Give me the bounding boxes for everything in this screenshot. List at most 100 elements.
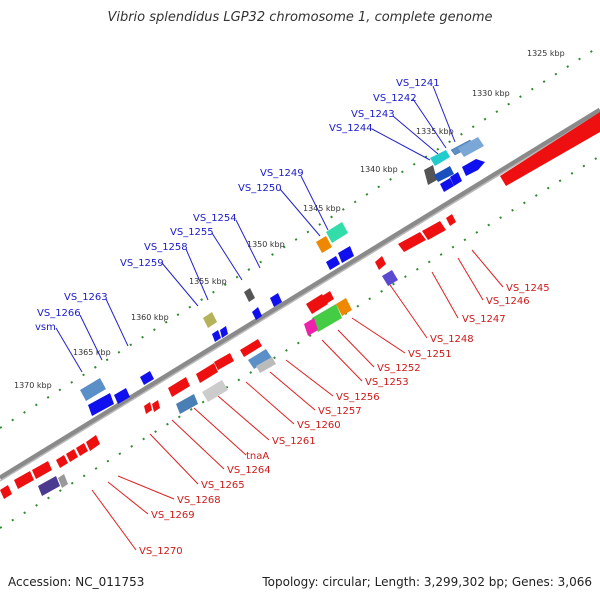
gene-reverse[interactable] [152, 400, 160, 412]
gene-forward[interactable] [440, 178, 454, 192]
gene-label-forward[interactable]: VS_1255 [170, 227, 214, 238]
gene-reverse[interactable] [398, 232, 426, 252]
reverse-genes [0, 112, 600, 499]
scale-tick-label: 1330 kbp [472, 89, 510, 98]
gene-reverse[interactable] [500, 112, 600, 186]
gene-forward[interactable] [450, 172, 462, 186]
scale-tick-labels: 1325 kbp 1330 kbp 1335 kbp 1340 kbp 1345… [14, 49, 565, 390]
leader-line [392, 115, 439, 155]
gene-label-reverse[interactable]: VS_1261 [272, 436, 316, 447]
gene-forward[interactable] [80, 378, 106, 401]
gene-reverse[interactable] [176, 394, 198, 414]
gene-forward[interactable] [88, 393, 114, 416]
gene-reverse[interactable] [0, 485, 12, 499]
gene-reverse[interactable] [422, 221, 446, 240]
gene-reverse[interactable] [446, 214, 456, 226]
gene-label-reverse[interactable]: tnaA [246, 451, 269, 462]
gene-reverse[interactable] [256, 357, 276, 373]
leader-line [91, 489, 137, 551]
gene-reverse[interactable] [14, 471, 34, 489]
leader-line [211, 232, 243, 281]
gene-label-reverse[interactable]: VS_1253 [365, 377, 409, 388]
gene-label-reverse[interactable]: VS_1247 [462, 314, 506, 325]
gene-forward[interactable] [458, 137, 484, 157]
leader-line [107, 481, 149, 515]
gene-label-forward[interactable]: VS_1263 [64, 292, 108, 303]
gene-forward[interactable] [114, 388, 130, 404]
gene-label-forward[interactable]: VS_1266 [37, 308, 81, 319]
gene-label-forward[interactable]: VS_1243 [351, 109, 395, 120]
gene-forward[interactable] [430, 150, 450, 166]
gene-label-reverse[interactable]: VS_1264 [227, 465, 271, 476]
gene-forward[interactable] [252, 307, 262, 320]
leader-line [171, 419, 225, 470]
gene-label-reverse[interactable]: VS_1246 [486, 296, 530, 307]
gene-reverse[interactable] [382, 270, 398, 286]
gene-label-forward[interactable]: VS_1241 [396, 78, 440, 89]
gene-label-forward[interactable]: VS_1249 [260, 168, 304, 179]
leader-line [79, 314, 103, 361]
gene-label-reverse[interactable]: VS_1269 [151, 510, 195, 521]
gene-label-reverse[interactable]: VS_1268 [177, 495, 221, 506]
gene-label-forward[interactable]: VS_1242 [373, 93, 417, 104]
gene-reverse[interactable] [304, 318, 318, 336]
gene-reverse[interactable] [38, 476, 60, 496]
gene-forward[interactable] [338, 246, 354, 263]
gene-label-reverse[interactable]: VS_1260 [297, 420, 341, 431]
gene-label-forward[interactable]: VS_1244 [329, 123, 373, 134]
gene-forward[interactable] [326, 222, 348, 243]
gene-label-forward[interactable]: VS_1254 [193, 213, 237, 224]
gene-reverse[interactable] [168, 377, 190, 397]
gene-label-reverse[interactable]: VS_1252 [377, 363, 421, 374]
gene-label-reverse[interactable]: VS_1256 [336, 392, 380, 403]
gene-label-reverse[interactable]: VS_1245 [506, 283, 550, 294]
gene-label-forward[interactable]: VS_1259 [120, 258, 164, 269]
gene-reverse[interactable] [144, 402, 152, 414]
gene-reverse[interactable] [58, 474, 68, 488]
gene-forward[interactable] [462, 159, 485, 176]
gene-reverse[interactable] [56, 455, 68, 468]
gene-label-forward[interactable]: vsm [35, 322, 56, 333]
gene-label-reverse[interactable]: VS_1265 [201, 480, 245, 491]
accession-label: Accession: NC_011753 [8, 575, 145, 589]
leader-line [279, 188, 321, 237]
scale-tick-label: 1365 kbp [73, 348, 111, 357]
gene-label-reverse[interactable]: VS_1251 [408, 349, 452, 360]
gene-forward[interactable] [140, 371, 154, 385]
gene-reverse[interactable] [336, 298, 352, 316]
gene-reverse[interactable] [86, 435, 100, 451]
leader-line [471, 249, 504, 288]
gene-reverse[interactable] [306, 294, 328, 314]
gene-forward[interactable] [203, 312, 217, 328]
gene-label-forward[interactable]: VS_1258 [144, 242, 188, 253]
gene-label-reverse[interactable]: VS_1270 [139, 546, 183, 557]
gene-reverse[interactable] [240, 339, 262, 357]
gene-label-forward[interactable]: VS_1250 [238, 183, 282, 194]
leader-line [235, 219, 261, 269]
gene-forward[interactable] [434, 166, 454, 182]
gene-reverse[interactable] [202, 380, 228, 402]
gene-reverse[interactable] [214, 353, 234, 370]
gene-label-reverse[interactable]: VS_1257 [318, 406, 362, 417]
gene-reverse[interactable] [375, 256, 386, 270]
gene-forward[interactable] [220, 326, 228, 338]
chromosome-backbone [0, 107, 600, 481]
gene-forward[interactable] [316, 236, 332, 253]
gene-forward[interactable] [212, 330, 221, 342]
scale-tick-label: 1350 kbp [247, 240, 285, 249]
leader-line [149, 433, 199, 485]
gene-reverse[interactable] [322, 291, 334, 304]
gene-reverse[interactable] [196, 363, 218, 383]
scale-tick-label: 1345 kbp [303, 204, 341, 213]
gene-reverse[interactable] [66, 449, 78, 462]
gene-reverse[interactable] [312, 304, 342, 332]
gene-forward[interactable] [424, 165, 437, 185]
gene-reverse[interactable] [76, 443, 88, 456]
gene-reverse[interactable] [32, 461, 52, 479]
gene-forward[interactable] [244, 288, 255, 302]
scale-tick-label: 1360 kbp [131, 313, 169, 322]
gene-label-reverse[interactable]: VS_1248 [430, 334, 474, 345]
gene-reverse[interactable] [248, 349, 272, 369]
gene-forward[interactable] [326, 256, 340, 270]
gene-forward[interactable] [270, 293, 282, 307]
